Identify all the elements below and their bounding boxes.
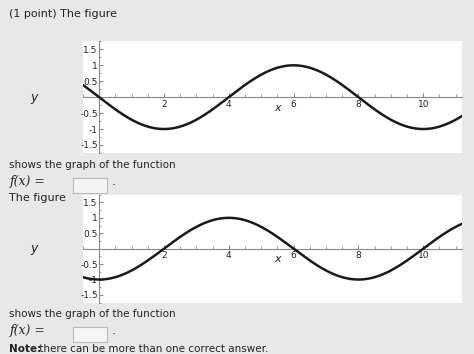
Text: .: . <box>111 175 115 188</box>
Text: x: x <box>274 103 281 113</box>
Text: shows the graph of the function: shows the graph of the function <box>9 160 176 170</box>
Text: The figure: The figure <box>9 193 66 203</box>
Text: f(x) =: f(x) = <box>9 175 46 188</box>
Text: f(x) =: f(x) = <box>9 324 46 337</box>
Text: y: y <box>30 91 37 104</box>
Text: .: . <box>111 324 115 337</box>
Text: there can be more than one correct answer.: there can be more than one correct answe… <box>36 344 268 354</box>
Text: y: y <box>30 242 37 255</box>
Text: x: x <box>274 254 281 264</box>
Text: (1 point) The figure: (1 point) The figure <box>9 9 118 19</box>
Text: Note:: Note: <box>9 344 42 354</box>
Text: shows the graph of the function: shows the graph of the function <box>9 309 176 319</box>
